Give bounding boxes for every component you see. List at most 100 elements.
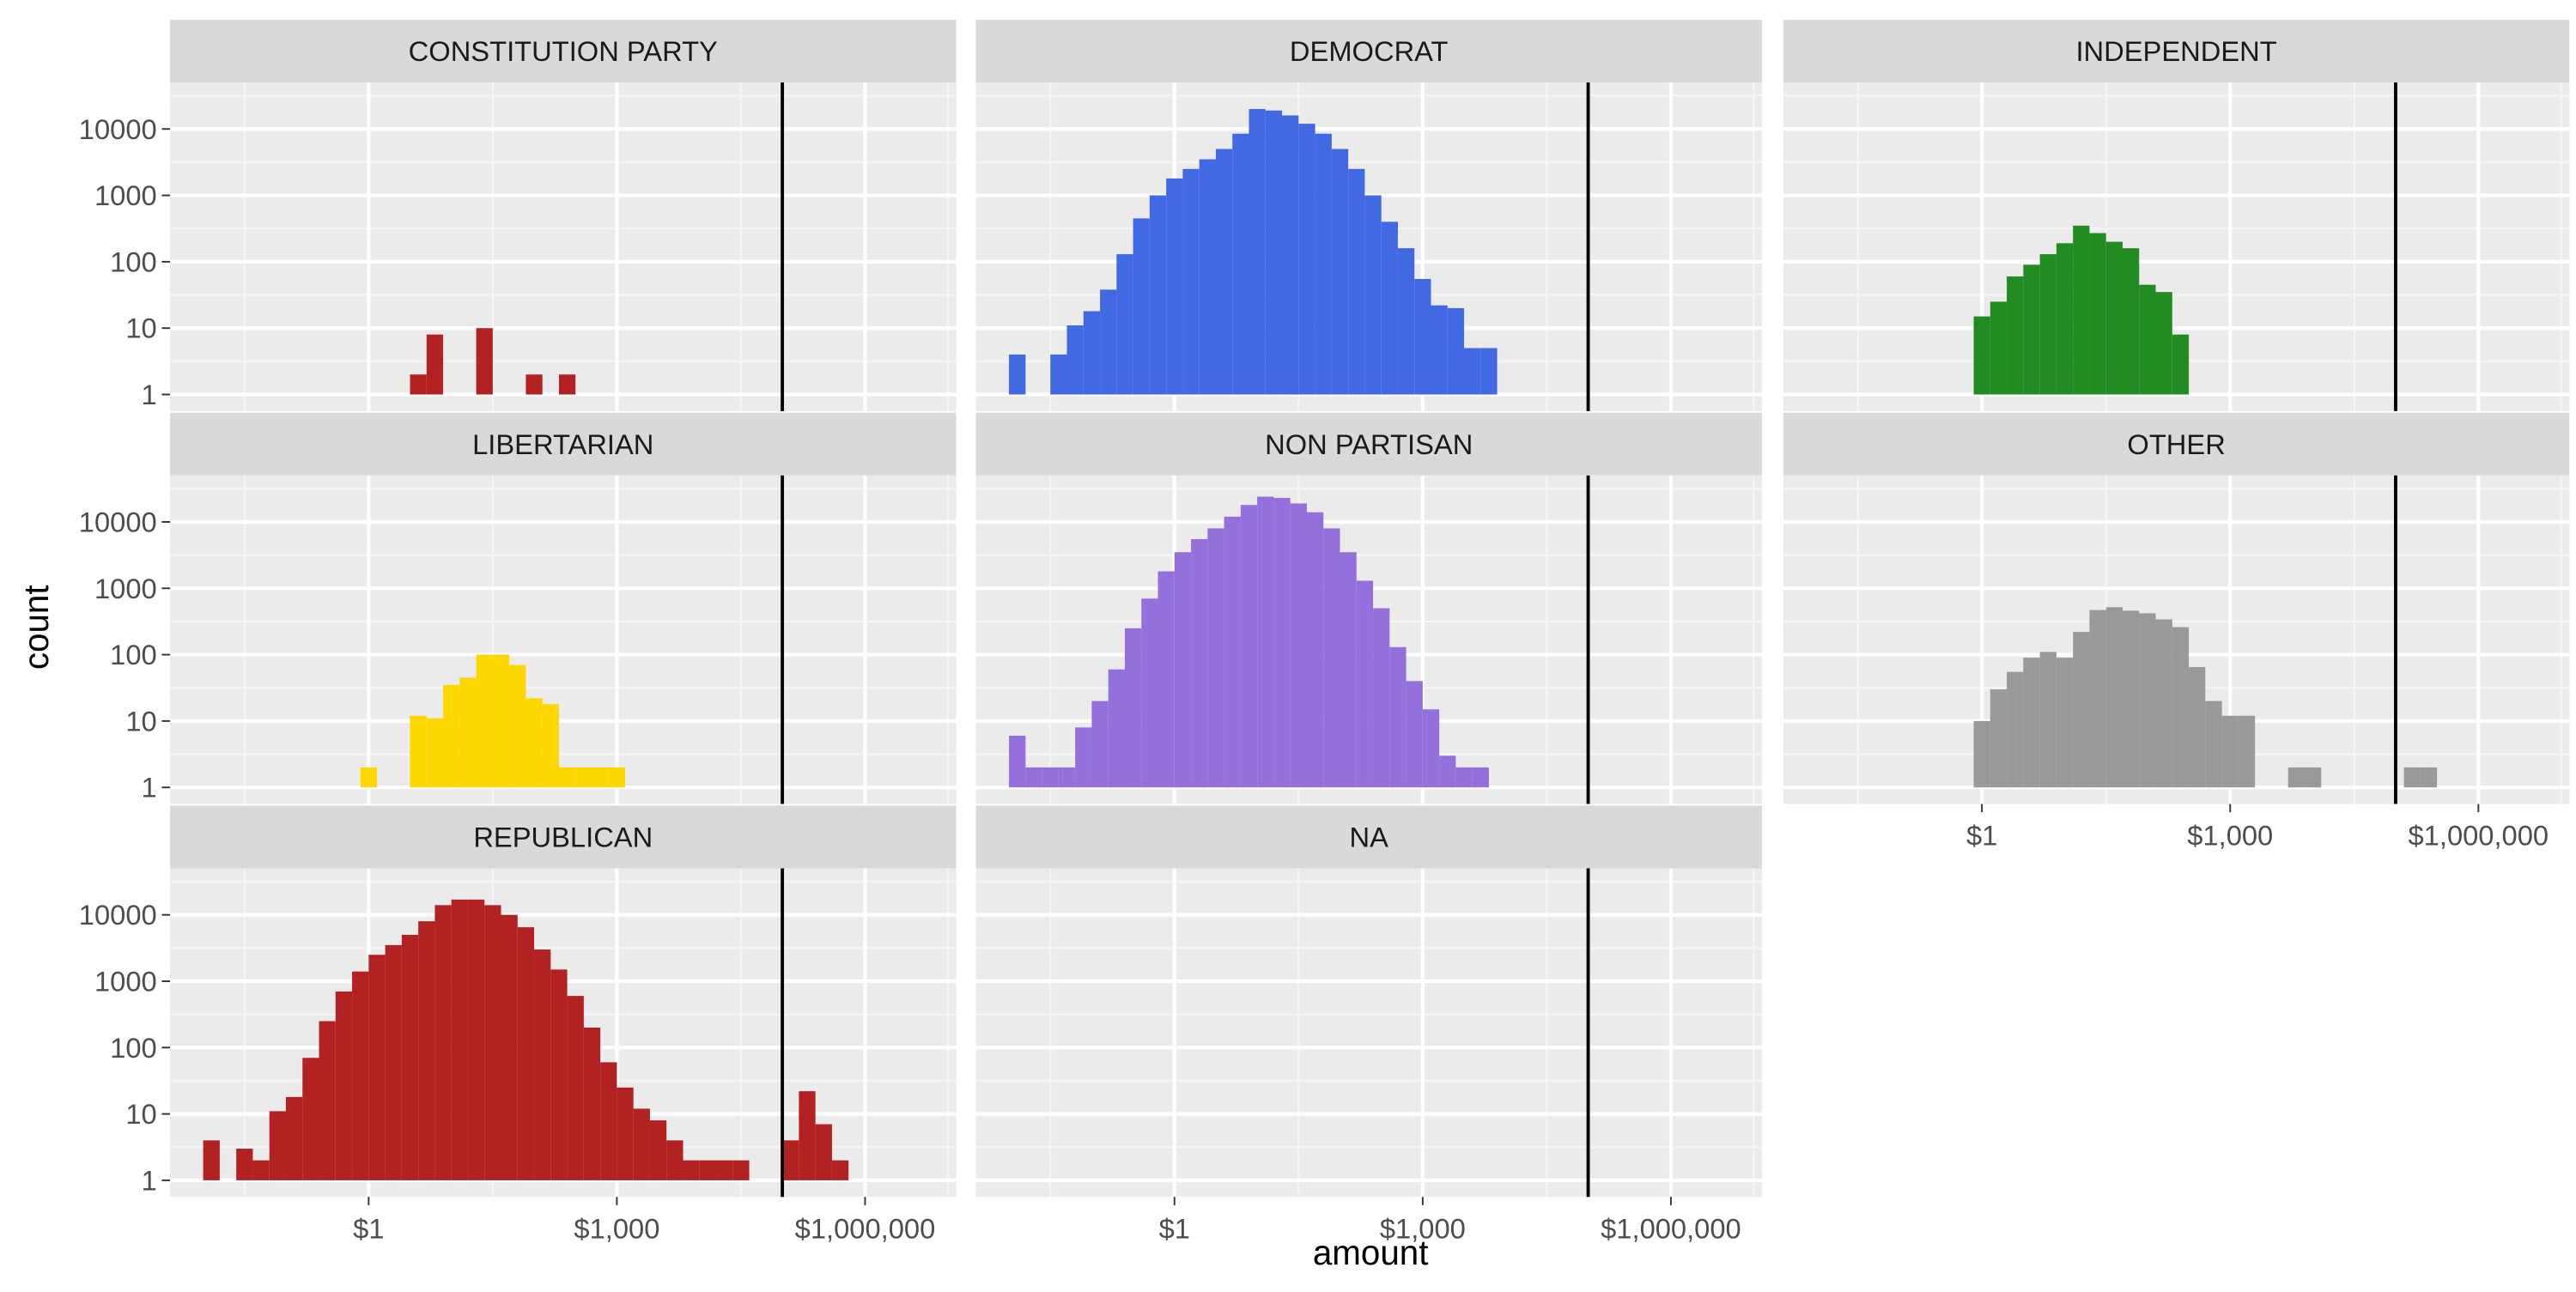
bar-constitution-party-0 xyxy=(410,374,427,394)
bar-non-partisan-22 xyxy=(1373,609,1389,788)
bar-democrat-10 xyxy=(1200,160,1216,395)
bar-libertarian-5 xyxy=(477,655,493,788)
bar-constitution-party-2 xyxy=(477,328,493,394)
x-tick-label: $1 xyxy=(353,1212,384,1244)
y-tick-label: 10 xyxy=(125,705,156,737)
bar-libertarian-2 xyxy=(427,719,443,788)
bar-non-partisan-0 xyxy=(1009,736,1025,787)
y-tick-label: 10000 xyxy=(79,113,157,145)
bar-other-12 xyxy=(2172,628,2189,788)
bar-non-partisan-24 xyxy=(1406,681,1423,787)
bar-democrat-7 xyxy=(1150,196,1166,395)
bar-other-3 xyxy=(2023,658,2039,787)
y-tick-label: 1000 xyxy=(94,966,157,998)
strip-label-independent: INDEPENDENT xyxy=(2075,35,2276,67)
x-axis-title: amount xyxy=(1313,1233,1429,1272)
bar-independent-12 xyxy=(2172,335,2189,395)
bar-non-partisan-25 xyxy=(1423,709,1439,787)
bar-democrat-8 xyxy=(1166,179,1182,395)
bar-republican-3 xyxy=(270,1111,286,1180)
bar-libertarian-9 xyxy=(543,704,559,787)
bar-democrat-25 xyxy=(1448,308,1464,395)
bar-other-10 xyxy=(2139,613,2155,787)
bar-other-5 xyxy=(2057,658,2073,787)
bar-republican-36 xyxy=(816,1125,832,1180)
bar-democrat-5 xyxy=(1116,254,1133,394)
bar-other-19 xyxy=(2288,767,2305,787)
bar-non-partisan-6 xyxy=(1109,670,1125,787)
bar-independent-4 xyxy=(2040,254,2057,394)
bar-other-26 xyxy=(2404,767,2421,787)
strip-label-democrat: DEMOCRAT xyxy=(1290,35,1449,67)
bar-republican-11 xyxy=(402,935,418,1180)
bar-non-partisan-20 xyxy=(1340,552,1357,787)
bar-democrat-18 xyxy=(1332,149,1348,395)
x-tick-label: $1 xyxy=(1159,1212,1190,1244)
bar-republican-25 xyxy=(634,1108,650,1180)
bar-independent-6 xyxy=(2073,226,2089,395)
panel-other: OTHER$1$1,000$1,000,000 xyxy=(1783,413,2569,852)
bar-democrat-1 xyxy=(1050,355,1066,395)
bar-other-4 xyxy=(2040,652,2057,787)
x-tick-label: $1,000,000 xyxy=(1601,1212,1741,1244)
bar-republican-15 xyxy=(468,900,484,1180)
bar-libertarian-1 xyxy=(410,716,427,787)
bar-constitution-party-1 xyxy=(427,335,443,395)
panel-non-partisan: NON PARTISAN xyxy=(976,413,1762,804)
bar-other-14 xyxy=(2205,701,2221,788)
bar-republican-4 xyxy=(286,1097,302,1180)
bar-libertarian-8 xyxy=(526,698,542,787)
y-tick-label: 1000 xyxy=(94,179,157,211)
bar-republican-14 xyxy=(452,900,468,1180)
bar-democrat-4 xyxy=(1100,289,1116,394)
bar-other-13 xyxy=(2189,667,2205,787)
bar-non-partisan-21 xyxy=(1357,580,1373,787)
bar-non-partisan-1 xyxy=(1025,767,1042,787)
strip-label-other: OTHER xyxy=(2127,428,2225,460)
bar-democrat-16 xyxy=(1298,124,1315,394)
bar-republican-2 xyxy=(252,1161,269,1180)
y-tick-label: 1 xyxy=(142,1164,157,1196)
x-tick-label: $1,000,000 xyxy=(2409,820,2549,852)
bar-republican-20 xyxy=(550,969,567,1180)
bar-libertarian-10 xyxy=(559,767,575,787)
x-tick-label: $1,000 xyxy=(2187,820,2273,852)
bar-democrat-26 xyxy=(1464,348,1480,394)
strip-label-non-partisan: NON PARTISAN xyxy=(1265,428,1473,460)
bar-libertarian-0 xyxy=(361,767,377,787)
bar-republican-34 xyxy=(782,1140,799,1180)
bar-republican-29 xyxy=(700,1161,716,1180)
bar-democrat-0 xyxy=(1009,355,1025,395)
bar-republican-26 xyxy=(650,1120,666,1180)
x-tick-label: $1,000,000 xyxy=(795,1212,936,1244)
y-tick-label: 10000 xyxy=(79,899,157,931)
bar-libertarian-7 xyxy=(509,665,526,788)
strip-label-libertarian: LIBERTARIAN xyxy=(472,428,653,460)
bar-democrat-17 xyxy=(1315,134,1332,395)
strip-label-na: NA xyxy=(1350,822,1389,853)
bar-other-11 xyxy=(2156,619,2172,787)
bar-non-partisan-23 xyxy=(1389,647,1406,787)
bar-other-20 xyxy=(2305,767,2321,787)
bar-republican-18 xyxy=(518,927,534,1180)
y-tick-label: 100 xyxy=(110,1032,157,1064)
x-tick-label: $1,000 xyxy=(574,1212,659,1244)
bar-independent-3 xyxy=(2023,264,2039,394)
y-tick-label: 1 xyxy=(142,772,157,804)
bar-republican-22 xyxy=(584,1028,600,1180)
panel-republican: REPUBLICAN110100100010000$1$1,000$1,000,… xyxy=(79,805,957,1244)
bar-non-partisan-7 xyxy=(1125,628,1141,787)
bar-democrat-27 xyxy=(1480,348,1497,394)
y-tick-label: 1 xyxy=(142,379,157,410)
bar-other-27 xyxy=(2421,767,2437,787)
bar-independent-2 xyxy=(2007,276,2023,394)
bar-democrat-22 xyxy=(1398,248,1414,394)
strip-label-constitution-party: CONSTITUTION PARTY xyxy=(409,35,718,67)
bar-non-partisan-26 xyxy=(1439,755,1455,787)
bar-independent-0 xyxy=(1974,317,1990,395)
bar-republican-12 xyxy=(418,921,434,1180)
bar-non-partisan-17 xyxy=(1291,503,1307,787)
bar-independent-10 xyxy=(2139,285,2155,395)
